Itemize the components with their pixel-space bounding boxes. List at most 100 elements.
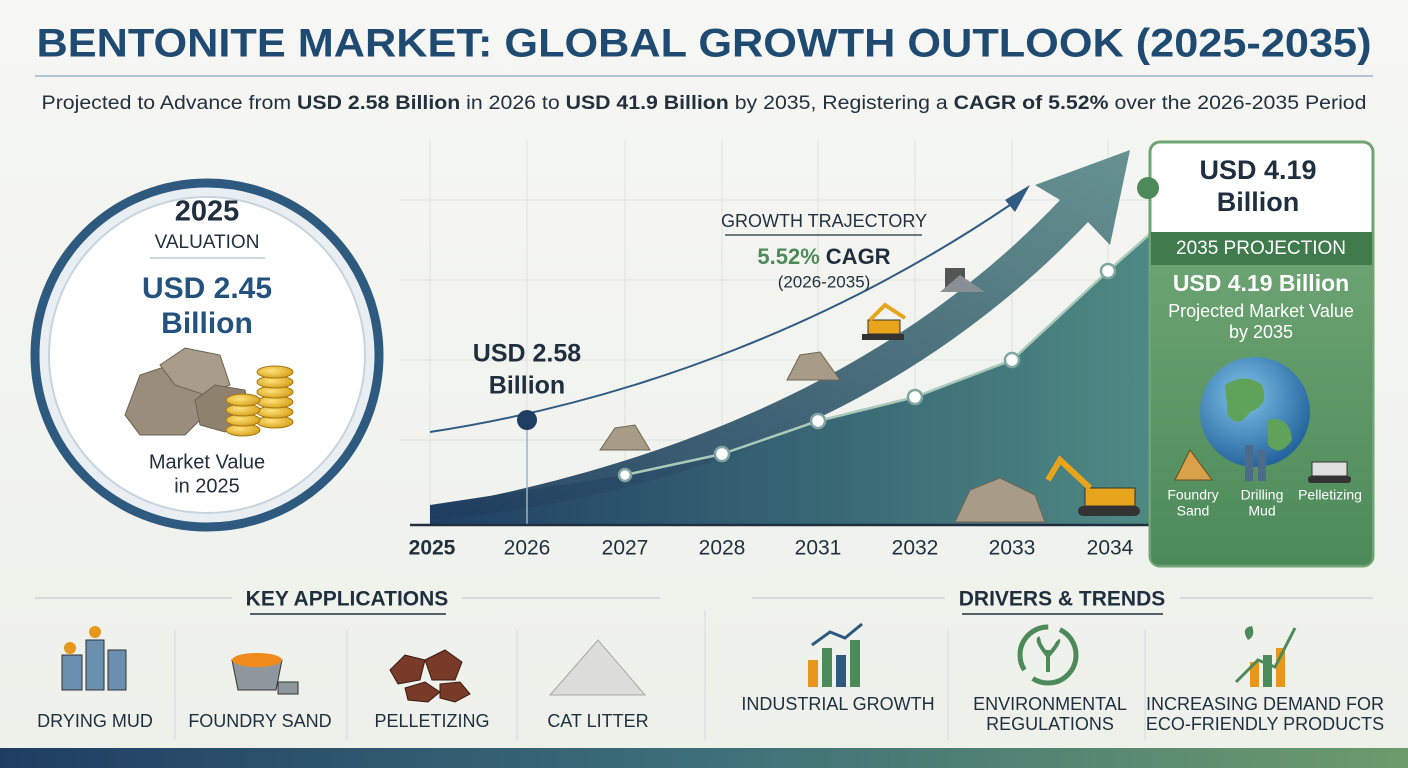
globe-icon — [1200, 357, 1310, 467]
driver-icons-part — [1017, 624, 1079, 686]
application-icons-part — [107, 649, 127, 691]
icon-label: Mud — [1248, 503, 1275, 519]
valuation-caption: in 2025 — [174, 475, 240, 497]
rocks-coins-icon-part-part — [256, 365, 294, 379]
x-label: 2028 — [699, 537, 746, 560]
growth-points-part — [1099, 262, 1117, 280]
driver-labels: INDUSTRIAL GROWTH ENVIRONMENTALREGULATION… — [741, 694, 1384, 734]
dividers — [174, 610, 706, 740]
application-icons-part — [232, 653, 282, 667]
rock-piles-part — [954, 477, 1046, 523]
growth-arrow — [430, 150, 1130, 520]
start-annotation: USD 2.58 — [473, 340, 581, 368]
driver-icons-part — [811, 622, 863, 647]
application-icons-part — [89, 626, 101, 638]
growth-points-part — [713, 445, 731, 463]
x-label: 2026 — [504, 537, 551, 560]
subtitle-text: over the 2026-2035 Period — [1109, 93, 1367, 114]
section-heading: KEY APPLICATIONS — [246, 588, 449, 611]
application-label: CAT LITTER — [547, 711, 648, 731]
excavator-icons — [862, 268, 1140, 516]
application-labels: DRYING MUD FOUNDRY SAND PELLETIZING CAT LIT… — [37, 711, 649, 731]
application-icons-part-part — [424, 649, 463, 681]
rocks-coins-icon-part — [225, 365, 294, 437]
icon-label: Drilling — [1241, 487, 1284, 503]
rocks-coins-icon-part-part — [225, 393, 261, 407]
rock-piles-part — [599, 424, 651, 451]
growth-area — [430, 225, 1160, 525]
x-label: 2031 — [795, 537, 842, 560]
subtitle-highlight: USD 2.58 Billion — [297, 93, 460, 114]
projection-value: Billion — [1217, 187, 1300, 217]
projection-caption: by 2035 — [1229, 322, 1293, 342]
driver-icons-part — [1250, 662, 1259, 687]
excavator-icons-part — [867, 319, 901, 335]
cagr-value: 5.52% — [757, 244, 819, 269]
projection-caption: Projected Market Value — [1168, 301, 1354, 321]
projection-icons-part — [1245, 445, 1253, 481]
excavator-icons-part — [940, 275, 985, 292]
application-icons-part-part — [439, 681, 471, 703]
application-icons-part — [548, 639, 647, 696]
trajectory-period: (2026-2035) — [778, 272, 871, 291]
driver-icons-part — [822, 648, 832, 687]
key-applications: KEY APPLICATIONS DRYING MUD FOUNDRY SAND P… — [35, 588, 706, 740]
title: BENTONITE MARKET: GLOBAL GROWTH OUTLOOK … — [37, 22, 1372, 66]
icon-label: Sand — [1177, 503, 1210, 519]
application-icons-part — [64, 642, 76, 654]
valuation-value: USD 2.45 — [142, 272, 272, 305]
icon-label: Foundry — [1167, 487, 1218, 503]
subtitle-text: in 2026 to — [460, 93, 565, 114]
application-label: PELLETIZING — [374, 711, 489, 731]
excavator-icons-part — [1078, 506, 1140, 516]
application-icons-part-part — [404, 681, 441, 703]
application-icons-part — [85, 639, 105, 691]
driver-icons — [808, 622, 1297, 687]
excavator-icons-part — [1084, 487, 1136, 507]
valuation-label: VALUATION — [155, 232, 260, 253]
driver-label: INDUSTRIAL GROWTH — [741, 694, 934, 714]
rocks-coins-icon — [124, 347, 294, 437]
trend-arrowhead — [1005, 185, 1030, 212]
application-icons-part-part — [389, 654, 426, 685]
driver-label: INCREASING DEMAND FOR — [1146, 694, 1384, 714]
driver-label: REGULATIONS — [986, 714, 1114, 734]
driver-icons-part — [808, 660, 818, 687]
x-label: 2033 — [989, 537, 1036, 560]
projection-band: 2035 PROJECTION — [1176, 238, 1346, 259]
rock-piles — [599, 351, 1046, 523]
rocks-coins-icon-part — [159, 347, 231, 396]
valuation-year: 2025 — [175, 196, 240, 228]
trajectory-cagr: 5.52% CAGR — [757, 244, 890, 269]
projection-value-full: USD 4.19 Billion — [1173, 270, 1349, 296]
subtitle-text: Projected to Advance from — [42, 93, 298, 114]
driver-icons-part — [836, 655, 846, 687]
driver-icons-part — [1263, 655, 1272, 687]
projection-card: USD 4.19 Billion 2035 PROJECTION USD 4.1… — [1137, 140, 1375, 568]
trajectory-title: GROWTH TRAJECTORY — [721, 211, 927, 231]
valuation-value: Billion — [161, 307, 253, 340]
valuation-caption: Market Value — [149, 451, 265, 473]
application-icons-part — [389, 649, 471, 703]
growth-points-part — [1003, 351, 1021, 369]
driver-icons-part — [1234, 627, 1297, 684]
globe-land — [1225, 378, 1292, 451]
x-label: 2025 — [409, 537, 456, 560]
projection-value: USD 4.19 — [1199, 155, 1316, 185]
start-annotation: Billion — [489, 372, 565, 400]
application-icons-part — [277, 681, 299, 695]
projection-icons — [1174, 445, 1351, 483]
driver-icons-part — [1244, 626, 1254, 640]
driver-icons-part — [1276, 648, 1285, 687]
section-heading: DRIVERS & TRENDS — [959, 588, 1166, 611]
start-point — [517, 410, 537, 430]
x-label: 2034 — [1087, 537, 1134, 560]
footer-bar — [0, 748, 1408, 768]
application-label: DRYING MUD — [37, 711, 153, 731]
subtitle-highlight: CAGR of 5.52% — [954, 93, 1109, 114]
excavator-icons-part — [1045, 455, 1093, 491]
projection-card-part — [1151, 232, 1372, 265]
